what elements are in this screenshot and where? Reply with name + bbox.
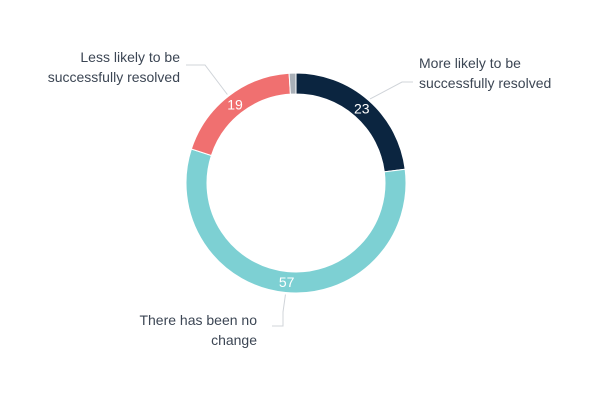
category-label-line: change (211, 332, 257, 348)
value-label-0: 23 (354, 100, 370, 116)
category-label-line: successfully resolved (48, 69, 180, 85)
value-label-2: 19 (227, 96, 243, 112)
category-label-line: Less likely to be (80, 49, 180, 65)
category-label-1: There has been no change (139, 312, 257, 348)
category-label-line: More likely to be (419, 55, 521, 71)
value-label-1: 57 (279, 274, 295, 290)
category-label-0: More likely to be successfully resolved (419, 55, 551, 91)
leader-line-1 (272, 294, 286, 327)
leader-line-2 (186, 64, 228, 95)
donut-slice-1 (185, 148, 407, 294)
leader-lines (186, 64, 413, 327)
category-label-2: Less likely to be successfully resolved (48, 49, 180, 85)
category-label-line: There has been no (139, 312, 257, 328)
donut-slice-3 (288, 72, 297, 95)
value-labels: 23 57 19 (227, 96, 370, 290)
donut-slice-0 (295, 72, 406, 173)
donut-slice-2 (190, 72, 291, 157)
category-label-line: successfully resolved (419, 75, 551, 91)
category-labels: More likely to be successfully resolved Th… (48, 49, 552, 348)
donut-slices (185, 72, 407, 294)
leader-line-0 (369, 81, 413, 100)
